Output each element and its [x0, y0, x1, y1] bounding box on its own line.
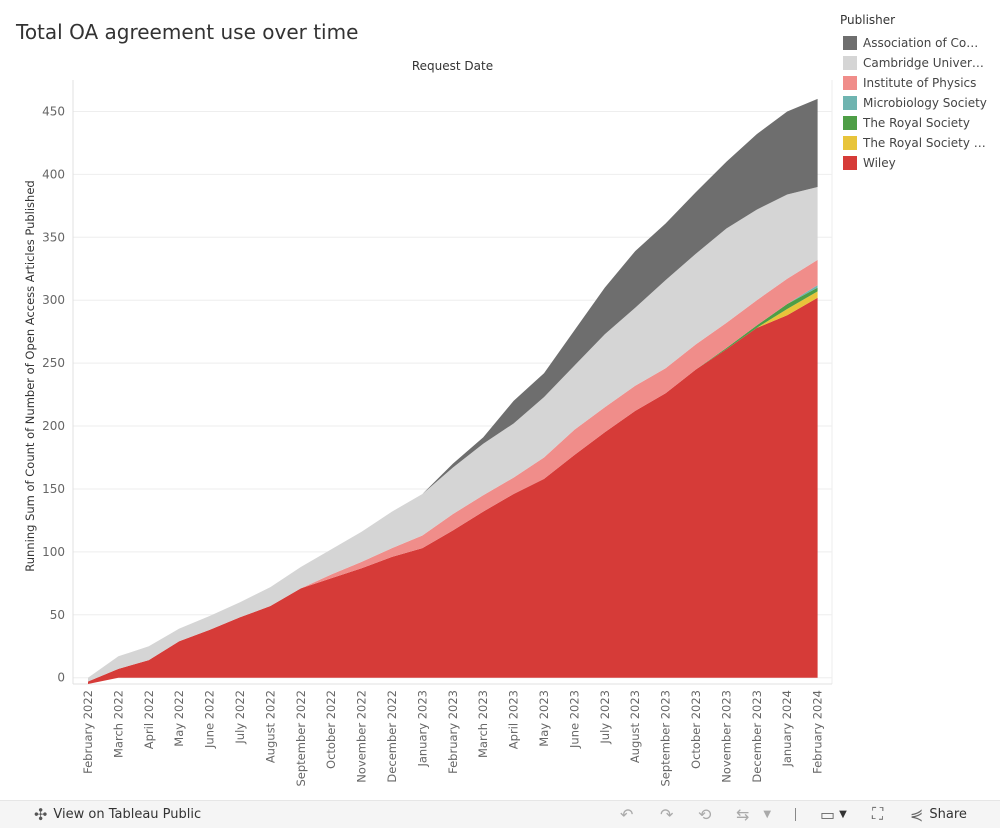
revert-icon: ⟲	[698, 804, 712, 824]
legend-swatch	[843, 36, 857, 50]
view-on-tableau-label: View on Tableau Public	[53, 806, 202, 822]
fullscreen-button[interactable]: ⛶	[872, 804, 884, 823]
download-button[interactable]: ▭ ▼	[820, 804, 847, 824]
y-tick-label: 0	[57, 671, 65, 685]
x-tick-label: August 2023	[628, 690, 642, 763]
x-tick-label: August 2022	[263, 690, 277, 763]
page-title: Total OA agreement use over time	[16, 20, 359, 44]
y-axis-title: Running Sum of Count of Number of Open A…	[23, 180, 37, 571]
share-icon: ⋞	[910, 804, 924, 824]
x-tick-label: December 2022	[385, 690, 399, 783]
legend-swatch	[843, 76, 857, 90]
legend-item[interactable]: Association of Comp...	[840, 33, 995, 53]
y-tick-label: 250	[42, 356, 65, 370]
x-tick-label: May 2022	[172, 690, 186, 747]
chevron-down-icon: ▼	[839, 808, 847, 820]
x-tick-label: July 2022	[233, 690, 247, 745]
legend-swatch	[843, 96, 857, 110]
x-tick-label: October 2023	[689, 690, 703, 769]
legend-swatch	[843, 116, 857, 130]
revert-button[interactable]: ⟲	[698, 804, 712, 824]
tableau-toolbar: ✣ View on Tableau Public ↶ ↷ ⟲ ⇆ ▼ ▭ ▼ ⛶ ⋞…	[0, 800, 1000, 828]
x-tick-label: February 2022	[81, 690, 95, 774]
x-tick-label: February 2024	[811, 690, 825, 774]
legend-item[interactable]: Wiley	[840, 153, 995, 173]
x-tick-label: March 2023	[476, 690, 490, 758]
area-chart[interactable]: 0 50 100 150 200 250 300 350 400 450 February 2022…	[0, 0, 1000, 800]
x-tick-label: January 2023	[415, 690, 429, 768]
legend-item[interactable]: The Royal Society	[840, 113, 995, 133]
y-tick-label: 150	[42, 482, 65, 496]
legend-swatch	[843, 156, 857, 170]
x-tick-label: May 2023	[537, 690, 551, 747]
area-series[interactable]	[88, 297, 818, 684]
legend-label: Microbiology Society	[863, 96, 987, 110]
x-tick-label: September 2022	[294, 690, 308, 787]
x-tick-label: April 2022	[142, 690, 156, 749]
toolbar-divider	[795, 808, 796, 821]
x-tick-label: January 2024	[780, 690, 794, 768]
legend-label: Cambridge Universi...	[863, 56, 987, 70]
refresh-icon: ⇆	[736, 804, 750, 824]
y-tick-label: 350	[42, 230, 65, 244]
x-tick-label: March 2022	[111, 690, 125, 758]
chevron-down-icon: ▼	[763, 808, 772, 820]
x-tick-label: July 2023	[598, 690, 612, 745]
x-tick-label: June 2023	[567, 690, 581, 749]
share-label: Share	[929, 806, 967, 822]
x-tick-label: June 2022	[203, 690, 217, 749]
legend-label: Wiley	[863, 156, 896, 170]
legend-label: The Royal Society	[863, 116, 970, 130]
legend-label: Association of Comp...	[863, 36, 987, 50]
x-tick-label: February 2023	[446, 690, 460, 774]
x-tick-label: December 2023	[750, 690, 764, 783]
x-tick-label: October 2022	[324, 690, 338, 769]
share-button[interactable]: ⋞ Share	[910, 804, 967, 824]
legend-item[interactable]: Institute of Physics	[840, 73, 995, 93]
y-tick-label: 100	[42, 545, 65, 559]
download-icon: ▭	[820, 804, 836, 824]
legend-item[interactable]: Cambridge Universi...	[840, 53, 995, 73]
legend: Publisher Association of Comp... Cambrid…	[840, 13, 995, 173]
area-series[interactable]	[88, 187, 818, 682]
undo-icon: ↶	[620, 804, 634, 824]
x-tick-label: November 2023	[719, 690, 733, 783]
legend-swatch	[843, 136, 857, 150]
legend-swatch	[843, 56, 857, 70]
x-tick-label: April 2023	[507, 690, 521, 749]
redo-icon: ↷	[660, 804, 674, 824]
y-tick-label: 200	[42, 419, 65, 433]
fullscreen-icon: ⛶	[872, 804, 884, 823]
x-tick-label: September 2023	[659, 690, 673, 787]
legend-label: Institute of Physics	[863, 76, 977, 90]
legend-item[interactable]: The Royal Society of...	[840, 133, 995, 153]
y-tick-label: 450	[42, 104, 65, 118]
y-tick-label: 400	[42, 167, 65, 181]
tableau-logo-icon: ✣	[34, 804, 48, 824]
x-tick-label: November 2022	[355, 690, 369, 783]
area-series[interactable]	[88, 98, 818, 678]
redo-button[interactable]: ↷	[660, 804, 674, 824]
legend-label: The Royal Society of...	[863, 136, 987, 150]
view-on-tableau-button[interactable]: ✣ View on Tableau Public	[34, 804, 202, 824]
y-tick-label: 300	[42, 293, 65, 307]
undo-button[interactable]: ↶	[620, 804, 634, 824]
legend-item[interactable]: Microbiology Society	[840, 93, 995, 113]
legend-title: Publisher	[840, 13, 896, 27]
refresh-button[interactable]: ⇆ ▼	[736, 804, 772, 824]
y-tick-label: 50	[50, 608, 65, 622]
column-header: Request Date	[412, 59, 493, 73]
